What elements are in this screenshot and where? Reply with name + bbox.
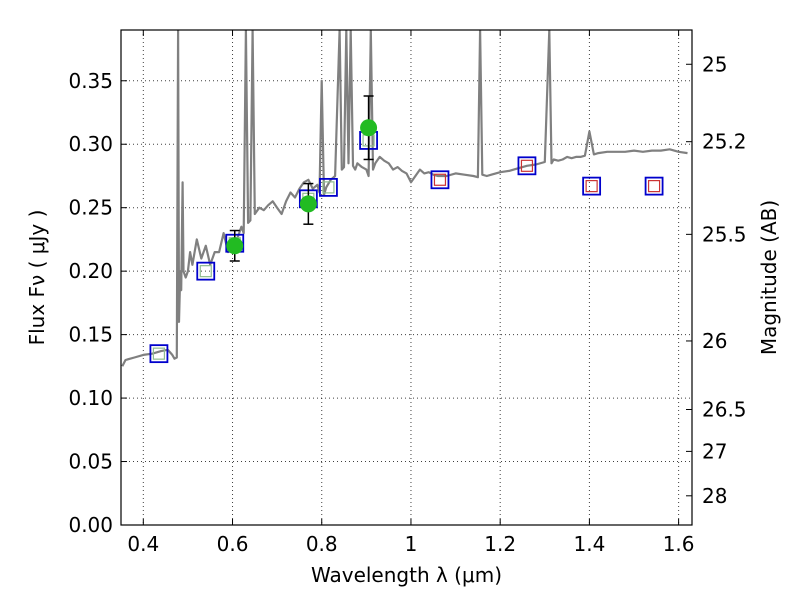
plot-frame [120, 29, 693, 526]
y-tick-label: 0.10 [68, 386, 113, 410]
observed-photometry-point [226, 237, 244, 255]
y-tick-label: 0.15 [68, 323, 113, 347]
y2-tick-label: 25 [702, 52, 727, 76]
model-spectrum-line [121, 30, 688, 367]
x-axis: 0.4 0.6 0.8 1 1.2 1.4 1.6 [127, 30, 695, 556]
y2-tick-label: 28 [702, 484, 727, 508]
y-tick-label: 0.35 [68, 69, 113, 93]
y-tick-label: 0.20 [68, 259, 113, 283]
model-flux-marker [585, 180, 598, 193]
x-tick-label: 1.4 [573, 532, 605, 556]
model-flux-marker [647, 180, 661, 193]
x-tick-label: 0.8 [306, 532, 338, 556]
y2-tick-label: 26 [702, 329, 727, 353]
y2-tick-label: 25.2 [702, 130, 747, 154]
synthetic-photometry-marker [149, 344, 169, 364]
x-tick-label: 1 [405, 532, 418, 556]
y-axis-right: 25 25.2 25.5 26 26.5 27 28 [686, 52, 747, 508]
y-tick-label: 0.05 [68, 450, 113, 474]
observed-photometry-point [299, 195, 317, 213]
grid-lines [121, 30, 692, 526]
y-tick-label: 0.25 [68, 196, 113, 220]
observed-photometry-point [360, 119, 378, 137]
plot-area [121, 30, 688, 367]
x-tick-label: 1.2 [484, 532, 516, 556]
y-tick-label: 0.30 [68, 132, 113, 156]
y-axis-left: 0.00 0.05 0.10 0.15 0.20 0.25 0.30 0.35 [68, 69, 127, 537]
synthetic-photometry-marker [644, 176, 664, 196]
y2-tick-label: 27 [702, 439, 727, 463]
synthetic-photometry-marker [517, 156, 537, 176]
y2-tick-label: 25.5 [702, 222, 747, 246]
y2-tick-label: 26.5 [702, 398, 747, 422]
synthetic-photometry-marker [319, 177, 338, 197]
y-tick-label: 0.00 [68, 513, 113, 537]
synthetic-photometry-marker [582, 176, 602, 196]
x-tick-label: 1.6 [663, 532, 695, 556]
model-flux-marker [199, 265, 212, 278]
x-axis-label: Wavelength λ (μm) [311, 563, 502, 587]
synthetic-photometry-marker [430, 170, 450, 190]
y-axis-label: Flux Fν ( μJy ) [25, 210, 49, 346]
model-flux-marker [520, 159, 534, 172]
model-flux-marker [433, 173, 447, 186]
y-axis-label-right: Magnitude (AB) [757, 200, 781, 355]
synthetic-photometry-marker [196, 261, 216, 281]
x-tick-label: 0.6 [217, 532, 249, 556]
x-tick-label: 0.4 [127, 532, 159, 556]
model-flux-marker [152, 347, 166, 360]
model-flux-marker [322, 181, 335, 194]
